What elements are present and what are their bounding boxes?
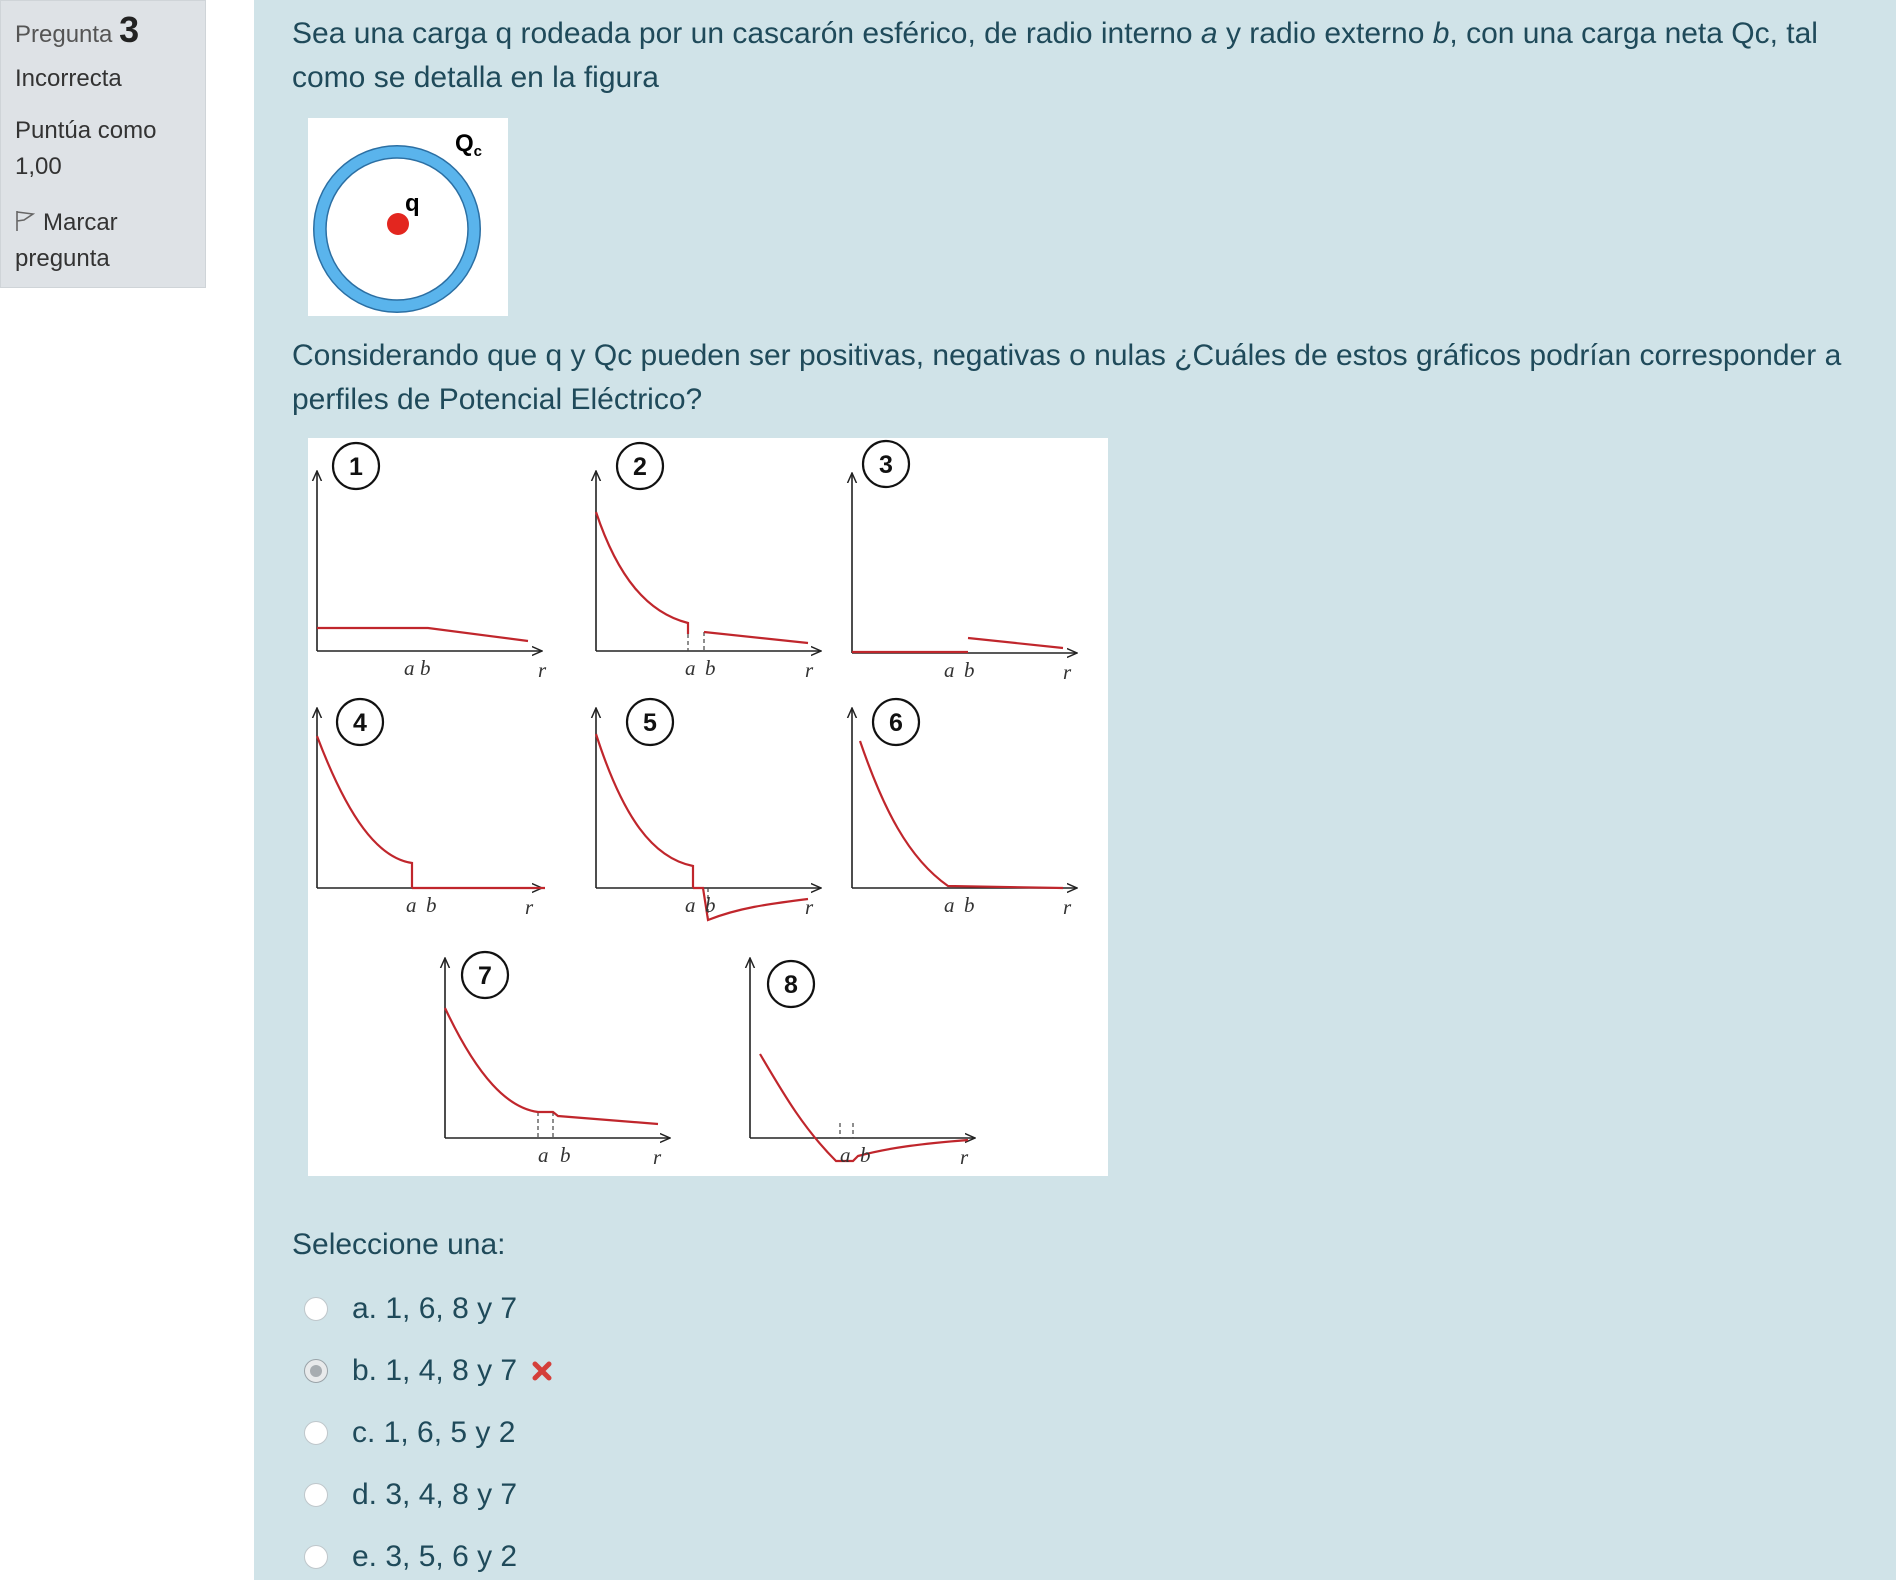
graph-5-number: 5	[643, 709, 657, 737]
charge-label: q	[405, 190, 420, 217]
graph-6-label-r: r	[1063, 895, 1072, 919]
graph-3-label-b: b	[964, 658, 975, 682]
graph-4-label-a: a	[406, 893, 417, 917]
graph-7-label-r: r	[653, 1145, 662, 1169]
spherical-shell	[314, 146, 480, 312]
graph-8-label-b: b	[860, 1143, 871, 1167]
graph-2-number: 2	[633, 453, 647, 481]
graph-5-curve-1	[594, 733, 695, 888]
shell-charge-label: Qc	[455, 130, 482, 160]
shell-inner-edge	[325, 157, 469, 301]
question-text: Sea una carga q rodeada por un cascarón …	[292, 12, 1852, 100]
graph-1-label-a: a	[404, 656, 415, 680]
question-state: Incorrecta	[15, 65, 122, 92]
graph-7-label-a: a	[538, 1143, 549, 1167]
option-d-radio[interactable]	[304, 1483, 328, 1507]
option-e[interactable]: e. 3, 5, 6 y 2	[304, 1526, 553, 1588]
option-a-radio[interactable]	[304, 1297, 328, 1321]
graph-8-curve-1	[759, 1053, 969, 1163]
potential-graphs-figure: a b r1a b r2a b r3a b r4a b r5a b r6a b r7a b r8	[308, 438, 1108, 1176]
graph-4-curve-1	[315, 735, 414, 888]
graph-1-number: 1	[349, 453, 363, 481]
graph-5-curve-2	[693, 886, 809, 922]
graphs-layer: a b r1a b r2a b r3a b r4a b r5a b r6a b r7a b r8	[315, 439, 1077, 1169]
question-text-part: Sea una carga q rodeada por un cascarón …	[292, 17, 1201, 50]
graph-1-label-b: b	[420, 656, 431, 680]
graph-1-badge	[331, 441, 381, 491]
option-b[interactable]: b. 1, 4, 8 y 7	[304, 1340, 553, 1402]
graph-8-label-r: r	[960, 1145, 969, 1169]
graph-7-label-b: b	[560, 1143, 571, 1167]
graph-6-curve-1	[858, 740, 1064, 890]
option-b-radio[interactable]	[304, 1359, 328, 1383]
shell-charge-subscript: c	[474, 143, 482, 160]
graph-5-label-b: b	[705, 893, 716, 917]
question-text-part: , con una carga neta Qc, tal como se det…	[292, 17, 1818, 94]
graph-2-label-a: a	[685, 656, 696, 680]
graph-4-badge	[335, 697, 385, 747]
question-text-part: y radio externo	[1217, 17, 1433, 50]
graph-5-label-a: a	[685, 893, 696, 917]
graph-3-label-a: a	[944, 658, 955, 682]
question-label: Pregunta	[15, 21, 113, 48]
question-text-2: Considerando que q y Qc pueden ser posit…	[292, 339, 1842, 416]
graph-4-label-b: b	[426, 893, 437, 917]
option-d-label: d. 3, 4, 8 y 7	[352, 1478, 518, 1511]
graph-1-label-r: r	[538, 658, 547, 682]
graph-2-curve-1	[594, 511, 690, 634]
shell-outer-edge	[313, 145, 481, 313]
flag-icon	[16, 211, 36, 231]
graph-3-badge	[861, 439, 911, 489]
graph-7-badge	[460, 950, 510, 1000]
question-info-panel: Pregunta 3 Incorrecta Puntúa como 1,00 M…	[0, 0, 206, 288]
radius-b-symbol: b	[1432, 17, 1450, 50]
graph-2-badge	[615, 441, 665, 491]
option-e-radio[interactable]	[304, 1545, 328, 1569]
graph-6-label-a: a	[944, 893, 955, 917]
shell-figure: q Qc	[308, 118, 508, 316]
graph-7-number: 7	[478, 962, 492, 990]
graph-4-number: 4	[353, 709, 367, 737]
graph-7-curve-1	[444, 1007, 659, 1126]
x-icon	[532, 1361, 552, 1381]
question-grade: Puntúa como 1,00	[15, 117, 157, 180]
radius-a-symbol: a	[1200, 17, 1218, 50]
graph-2-label-b: b	[705, 656, 716, 680]
question-content: Sea una carga q rodeada por un cascarón …	[254, 0, 1896, 1580]
graph-8-number: 8	[784, 971, 798, 999]
graph-2-label-r: r	[805, 658, 814, 682]
graph-2-curve-2	[703, 630, 809, 645]
graph-5-label-r: r	[805, 895, 814, 919]
shell-charge-main: Q	[455, 130, 474, 157]
option-a-label: a. 1, 6, 8 y 7	[352, 1292, 518, 1325]
select-prompt: Seleccione una:	[292, 1228, 506, 1261]
graph-6-number: 6	[889, 709, 903, 737]
option-c-radio[interactable]	[304, 1421, 328, 1445]
graph-4-label-r: r	[525, 895, 534, 919]
graph-3-label-r: r	[1063, 660, 1072, 684]
graph-6-badge	[871, 697, 921, 747]
option-e-label: e. 3, 5, 6 y 2	[352, 1540, 518, 1573]
option-c[interactable]: c. 1, 6, 5 y 2	[304, 1402, 553, 1464]
option-a[interactable]: a. 1, 6, 8 y 7	[304, 1278, 553, 1340]
answer-options: a. 1, 6, 8 y 7 b. 1, 4, 8 y 7 c. 1, 6, 5…	[304, 1278, 553, 1588]
flag-question-button[interactable]: Marcar pregunta	[15, 205, 191, 277]
graph-3-curve-2	[967, 636, 1064, 650]
flag-question-label: Marcar pregunta	[15, 209, 118, 272]
option-b-label: b. 1, 4, 8 y 7	[352, 1354, 518, 1387]
graph-8-label-a: a	[840, 1143, 851, 1167]
option-d[interactable]: d. 3, 4, 8 y 7	[304, 1464, 553, 1526]
graph-8-badge	[766, 959, 816, 1009]
graph-1-curve-1	[317, 626, 529, 643]
question-number-value: 3	[119, 9, 140, 50]
graph-5-badge	[625, 697, 675, 747]
graph-3-number: 3	[879, 451, 893, 479]
question-number: Pregunta 3	[15, 9, 191, 51]
point-charge	[387, 213, 409, 235]
option-c-label: c. 1, 6, 5 y 2	[352, 1416, 516, 1449]
graph-6-label-b: b	[964, 893, 975, 917]
